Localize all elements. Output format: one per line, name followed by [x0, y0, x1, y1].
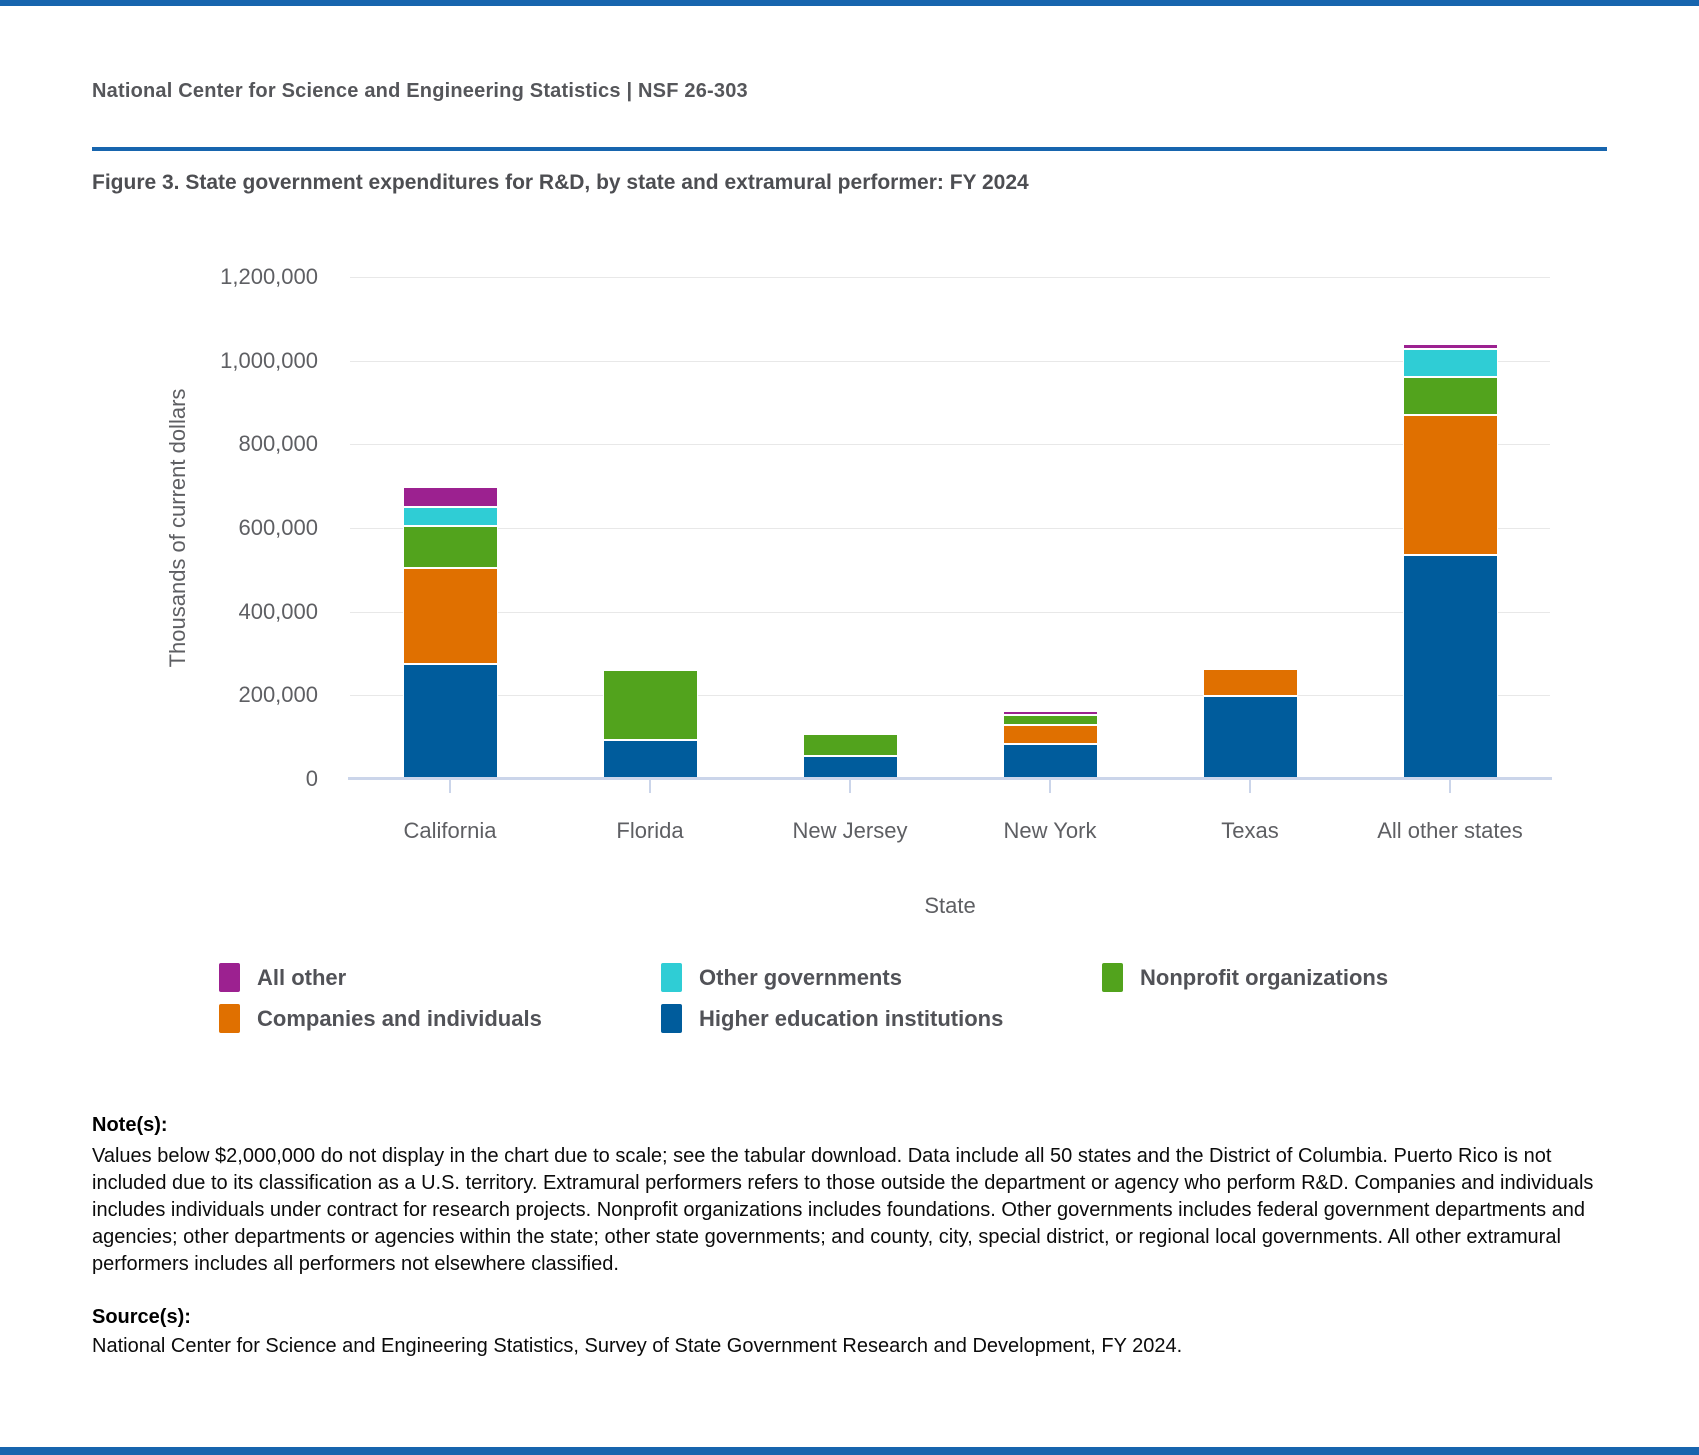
bar-all-other-states: [1402, 344, 1498, 779]
y-tick-label-600-000: 600,000: [238, 515, 318, 540]
x-axis-line: [348, 777, 1552, 780]
bar-segment-all-other-states-all-other[interactable]: [1402, 344, 1498, 349]
x-tick-mark-texas: [1249, 780, 1251, 793]
bar-california: [402, 487, 498, 779]
bar-segment-california-all-other[interactable]: [402, 487, 498, 507]
bar-segment-new-york-nonprofit-organizations[interactable]: [1002, 715, 1098, 725]
notes-label: Note(s):: [92, 1114, 168, 1136]
y-tick-label-1-200-000: 1,200,000: [220, 264, 318, 289]
legend-label-higher-education-institutions: Higher education institutions: [699, 1005, 1004, 1031]
legend-swatch-all-other: [219, 963, 240, 992]
bar-segment-new-jersey-higher-education-institutions[interactable]: [802, 756, 898, 779]
x-tick-mark-florida: [649, 780, 651, 793]
x-tick-mark-all-other-states: [1449, 780, 1451, 793]
x-category-label-california: California: [403, 818, 497, 843]
legend-swatch-companies-and-individuals: [219, 1004, 240, 1033]
bar-segment-all-other-states-companies-and-individuals[interactable]: [1402, 415, 1498, 555]
x-axis-title: State: [924, 893, 976, 918]
y-tick-label-800-000: 800,000: [238, 431, 318, 457]
bar-segment-florida-nonprofit-organizations[interactable]: [602, 670, 698, 740]
bottom-border-bar: [0, 1447, 1699, 1455]
gridline-800-000: [350, 444, 1550, 446]
legend-label-nonprofit-organizations: Nonprofit organizations: [1140, 964, 1389, 990]
top-border-bar: [0, 0, 1699, 6]
bar-segment-new-york-higher-education-institutions[interactable]: [1002, 744, 1098, 779]
report-header: National Center for Science and Engineer…: [92, 80, 748, 102]
figure-title: Figure 3. State government expenditures …: [92, 171, 1029, 194]
bar-segment-new-york-all-other[interactable]: [1002, 711, 1098, 715]
sources-label: Source(s):: [92, 1306, 191, 1328]
legend-label-all-other: All other: [257, 964, 347, 990]
bar-new-york: [1002, 711, 1098, 779]
y-tick-label-1-000-000: 1,000,000: [220, 347, 318, 373]
header-rule: [92, 147, 1607, 151]
x-tick-mark-new-york: [1049, 780, 1051, 793]
bar-segment-new-york-companies-and-individuals[interactable]: [1002, 725, 1098, 744]
legend-item-higher-education-institutions[interactable]: Higher education institutions: [661, 1004, 1102, 1033]
x-tick-mark-california: [449, 780, 451, 793]
gridline-400-000: [350, 611, 1550, 613]
legend-label-companies-and-individuals: Companies and individuals: [257, 1005, 542, 1031]
y-tick-label-0: 0: [305, 766, 318, 791]
bar-segment-texas-higher-education-institutions[interactable]: [1202, 696, 1298, 779]
gridline-200-000: [350, 695, 1550, 697]
bar-segment-florida-higher-education-institutions[interactable]: [602, 740, 698, 779]
y-tick-label-400-000: 400,000: [238, 598, 318, 624]
bar-segment-all-other-states-nonprofit-organizations[interactable]: [1402, 377, 1498, 415]
x-category-label-all-other-states: All other states: [1377, 818, 1523, 843]
bar-segment-new-jersey-nonprofit-organizations[interactable]: [802, 734, 898, 756]
sources-text: National Center for Science and Engineer…: [92, 1335, 1183, 1357]
notes-text: Values below $2,000,000 do not display i…: [92, 1145, 1594, 1275]
chart-legend: All other Other governments Nonprofit orga…: [219, 963, 1622, 1033]
x-category-label-texas: Texas: [1221, 818, 1279, 843]
y-tick-label-200-000: 200,000: [238, 682, 318, 708]
bar-segment-texas-companies-and-individuals[interactable]: [1202, 669, 1298, 696]
bar-segment-all-other-states-other-governments[interactable]: [1402, 349, 1498, 377]
x-category-label-new-york: New York: [1003, 818, 1097, 843]
gridline-600-000: [350, 528, 1550, 529]
bar-segment-california-other-governments[interactable]: [402, 507, 498, 526]
bar-florida: [602, 670, 698, 779]
legend-item-other-governments[interactable]: Other governments: [661, 963, 1102, 992]
legend-item-nonprofit-organizations[interactable]: Nonprofit organizations: [1102, 963, 1622, 992]
bar-new-jersey: [802, 734, 898, 779]
bar-texas: [1202, 669, 1298, 779]
bar-segment-california-higher-education-institutions[interactable]: [402, 664, 498, 779]
legend-swatch-other-governments: [661, 963, 682, 992]
bar-segment-all-other-states-higher-education-institutions[interactable]: [1402, 555, 1498, 779]
legend-item-all-other[interactable]: All other: [219, 963, 661, 992]
gridline-1-000-000: [350, 360, 1550, 362]
bar-segment-california-companies-and-individuals[interactable]: [402, 568, 498, 664]
gridline-1-200-000: [350, 277, 1550, 278]
legend-item-companies-and-individuals[interactable]: Companies and individuals: [219, 1004, 661, 1033]
x-category-label-florida: Florida: [616, 818, 684, 843]
x-category-label-new-jersey: New Jersey: [792, 818, 908, 843]
legend-label-other-governments: Other governments: [699, 964, 902, 990]
legend-swatch-nonprofit-organizations: [1102, 963, 1123, 992]
x-tick-mark-new-jersey: [849, 780, 851, 793]
legend-swatch-higher-education-institutions: [661, 1004, 682, 1033]
bar-segment-california-nonprofit-organizations[interactable]: [402, 526, 498, 568]
